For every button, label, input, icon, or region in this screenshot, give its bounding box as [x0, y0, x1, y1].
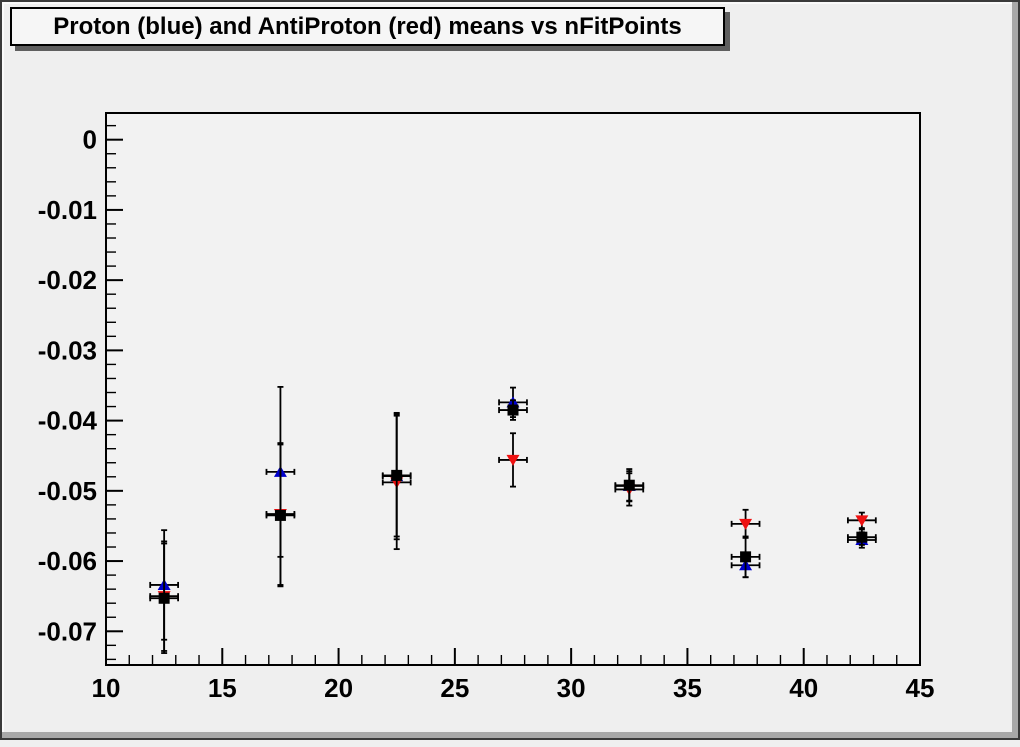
x-axis-tick-label: 45 — [906, 673, 935, 703]
y-axis-tick-label: -0.05 — [38, 476, 97, 506]
marker-square-black-squares — [391, 469, 403, 481]
y-axis-tick-label: 0 — [83, 125, 97, 155]
y-axis-tick-label: -0.03 — [38, 335, 97, 365]
marker-square-black-squares — [623, 479, 635, 491]
marker-square-black-squares — [740, 551, 752, 563]
marker-triangle-down-antiproton-red — [855, 515, 869, 527]
y-axis-tick-label: -0.01 — [38, 195, 97, 225]
marker-square-black-squares — [856, 531, 868, 543]
x-axis-tick-label: 40 — [789, 673, 818, 703]
marker-square-black-squares — [274, 509, 286, 521]
y-axis-tick-label: -0.07 — [38, 616, 97, 646]
x-axis-tick-label: 20 — [324, 673, 353, 703]
x-axis-tick-label: 15 — [208, 673, 237, 703]
y-axis-tick-label: -0.02 — [38, 265, 97, 295]
y-axis-tick-label: -0.04 — [38, 406, 98, 436]
x-axis-tick-label: 10 — [92, 673, 121, 703]
x-axis-tick-label: 35 — [673, 673, 702, 703]
marker-triangle-down-antiproton-red — [506, 454, 520, 466]
chart-title: Proton (blue) and AntiProton (red) means… — [53, 12, 682, 40]
title-box: Proton (blue) and AntiProton (red) means… — [10, 7, 725, 46]
x-axis-tick-label: 25 — [440, 673, 469, 703]
x-axis-tick-label: 30 — [557, 673, 586, 703]
marker-square-black-squares — [507, 404, 519, 416]
marker-triangle-down-antiproton-red — [739, 518, 753, 530]
y-axis-tick-label: -0.06 — [38, 546, 97, 576]
marker-square-black-squares — [158, 592, 170, 604]
